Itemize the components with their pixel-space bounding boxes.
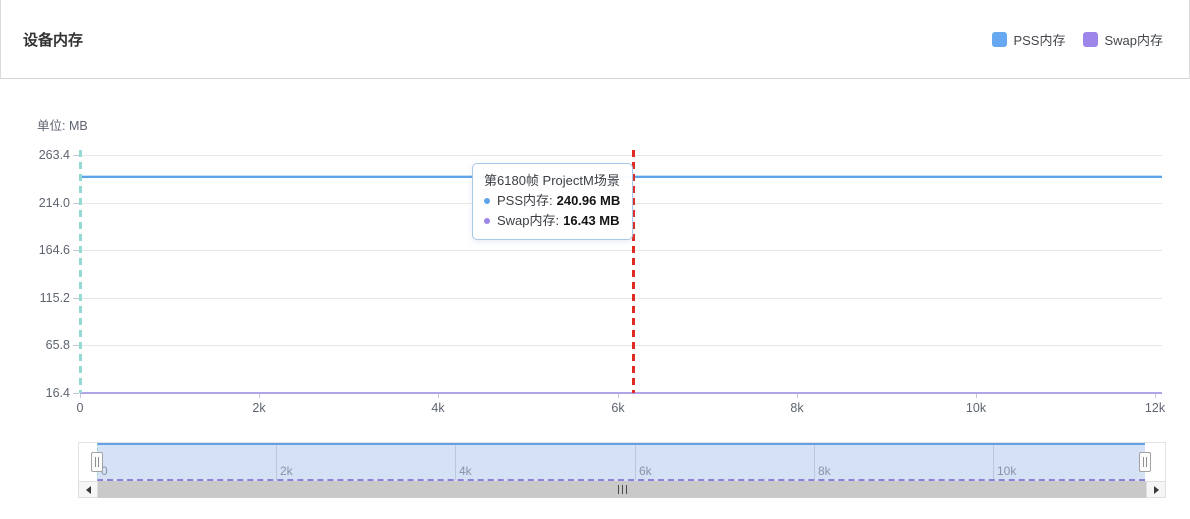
brush-axis-label: 2k — [280, 464, 293, 478]
y-axis-label: 115.2 — [39, 291, 70, 305]
x-axis-tick — [618, 393, 619, 398]
legend-swatch-icon — [1083, 31, 1099, 47]
y-gridline — [80, 250, 1162, 251]
brush-gridline — [814, 444, 815, 480]
brush-axis-label: 0 — [101, 464, 108, 478]
x-axis-tick — [80, 393, 81, 398]
tooltip-item-label: Swap内存: — [497, 213, 560, 229]
y-axis-tick — [73, 393, 79, 394]
x-axis-label: 6k — [611, 401, 625, 415]
tooltip-title: 第6180帧 ProjectM场景 — [484, 173, 620, 188]
chart-tooltip: 第6180帧 ProjectM场景 PSS内存: 240.96 MB Swap内存:… — [472, 163, 634, 241]
brush-gridline — [635, 444, 636, 480]
legend-item-pss[interactable]: PSS内存 — [992, 30, 1065, 49]
frame-start-marker-line — [78, 150, 82, 393]
x-axis-tick — [1155, 393, 1156, 398]
x-axis-tick — [259, 393, 260, 398]
y-axis-tick — [73, 298, 79, 299]
brush-left-handle[interactable] — [91, 452, 103, 472]
legend-swatch-icon — [992, 31, 1008, 47]
x-axis-label: 0 — [76, 401, 84, 415]
series-line-swap — [80, 392, 1162, 394]
y-axis-label: 16.4 — [45, 386, 70, 400]
y-axis-label: 164.6 — [38, 243, 70, 257]
y-gridline — [80, 345, 1162, 346]
x-axis-label: 8k — [790, 401, 804, 415]
x-axis-label: 12k — [1144, 401, 1166, 415]
scroll-right-button[interactable] — [1146, 481, 1166, 498]
brush-window[interactable] — [97, 443, 1145, 481]
current-frame-marker-line — [632, 150, 636, 393]
tooltip-item-label: PSS内存: — [497, 193, 553, 209]
x-axis-tick — [797, 393, 798, 398]
legend-label: Swap内存 — [1104, 32, 1163, 48]
y-axis-tick — [73, 345, 79, 346]
x-axis-label: 2k — [252, 401, 266, 415]
x-axis-label: 4k — [431, 401, 445, 415]
scroll-left-button[interactable] — [78, 481, 98, 498]
y-axis-label: 65.8 — [45, 338, 70, 352]
y-axis-label: 214.0 — [38, 196, 70, 210]
horizontal-scrollbar[interactable] — [78, 481, 1166, 498]
chart-legend: PSS内存 Swap内存 — [992, 30, 1163, 49]
y-gridline — [80, 155, 1162, 156]
panel-header: 设备内存 PSS内存 Swap内存 — [0, 0, 1190, 79]
tooltip-item-value: 240.96 MB — [556, 193, 621, 209]
legend-item-swap[interactable]: Swap内存 — [1083, 30, 1163, 49]
scroll-right-arrow-icon — [1153, 485, 1163, 494]
tooltip-item-swap: Swap内存: 16.43 MB — [484, 211, 620, 231]
panel-title: 设备内存 — [23, 31, 84, 49]
scrollbar-thumb[interactable] — [98, 481, 1146, 498]
brush-axis-label: 4k — [459, 464, 472, 478]
brush-axis-label: 6k — [639, 464, 652, 478]
tooltip-items: PSS内存: 240.96 MB Swap内存: 16.43 MB — [484, 191, 620, 231]
y-axis-label: 263.4 — [38, 148, 70, 162]
brush-right-handle[interactable] — [1139, 452, 1151, 472]
scroll-left-arrow-icon — [82, 485, 91, 494]
x-axis-tick — [976, 393, 977, 398]
brush-gridline — [276, 444, 277, 480]
y-axis-tick — [73, 155, 79, 156]
tooltip-item-value: 16.43 MB — [563, 213, 620, 229]
brush-gridline — [993, 444, 994, 480]
y-axis-tick — [73, 250, 79, 251]
brush-axis-label: 8k — [818, 464, 831, 478]
scrollbar-grip-icon — [617, 485, 627, 494]
tooltip-item-pss: PSS内存: 240.96 MB — [484, 191, 620, 211]
y-axis-tick — [73, 203, 79, 204]
series-color-dot — [484, 198, 490, 205]
brush-gridline — [455, 444, 456, 480]
y-axis-unit-label: 单位: MB — [37, 119, 88, 133]
legend-label: PSS内存 — [1013, 32, 1066, 48]
y-gridline — [80, 298, 1162, 299]
series-color-dot — [484, 218, 490, 225]
x-axis-tick — [438, 393, 439, 398]
brush-axis-label: 10k — [997, 464, 1017, 478]
x-axis-label: 10k — [965, 401, 987, 415]
